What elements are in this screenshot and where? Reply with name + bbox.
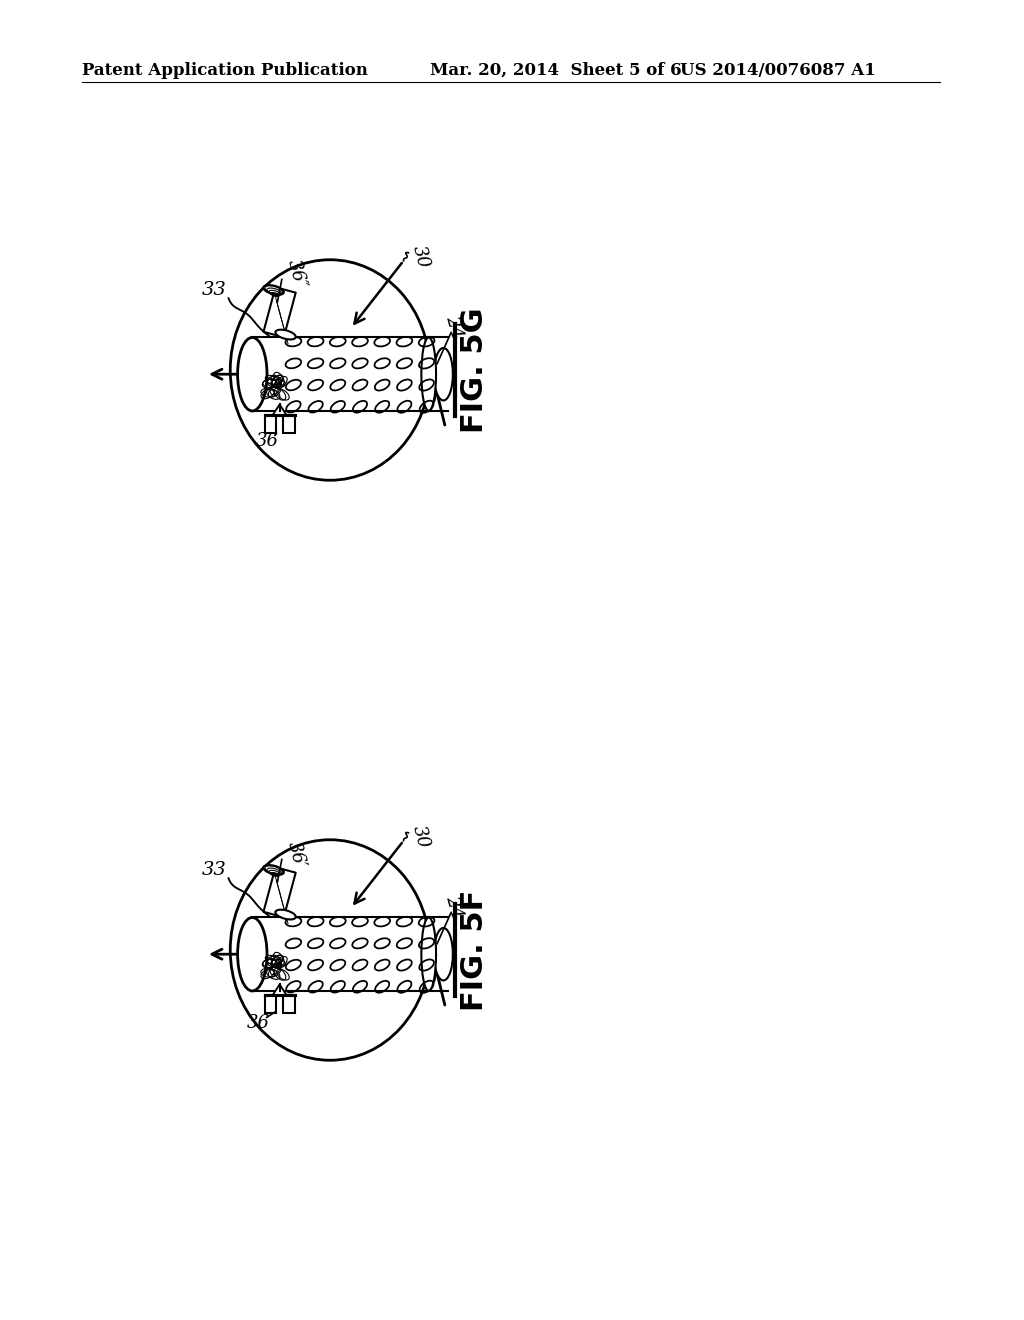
Text: 36: 36 xyxy=(256,433,279,450)
Text: 36: 36 xyxy=(247,1015,270,1032)
Text: 24: 24 xyxy=(442,894,466,920)
Text: US 2014/0076087 A1: US 2014/0076087 A1 xyxy=(680,62,876,79)
Polygon shape xyxy=(272,985,287,995)
Text: 24: 24 xyxy=(442,314,466,341)
Ellipse shape xyxy=(275,330,296,339)
Text: 30: 30 xyxy=(409,824,432,850)
Ellipse shape xyxy=(263,865,284,875)
Bar xyxy=(264,416,276,433)
Text: 33: 33 xyxy=(202,861,227,879)
Ellipse shape xyxy=(238,338,267,411)
Ellipse shape xyxy=(275,909,296,920)
Polygon shape xyxy=(263,867,296,917)
Text: 36″: 36″ xyxy=(284,257,309,292)
Ellipse shape xyxy=(434,348,453,400)
Polygon shape xyxy=(263,288,296,338)
Bar xyxy=(283,416,295,433)
Ellipse shape xyxy=(421,917,436,991)
Text: Patent Application Publication: Patent Application Publication xyxy=(82,62,368,79)
Text: FIG. 5G: FIG. 5G xyxy=(460,308,489,433)
Text: 36′: 36′ xyxy=(284,840,308,870)
Text: 33: 33 xyxy=(202,281,227,300)
Text: Mar. 20, 2014  Sheet 5 of 6: Mar. 20, 2014 Sheet 5 of 6 xyxy=(430,62,682,79)
Text: 30: 30 xyxy=(409,243,432,271)
Ellipse shape xyxy=(421,338,436,411)
Ellipse shape xyxy=(263,285,284,294)
Text: FIG. 5F: FIG. 5F xyxy=(460,890,489,1011)
Bar xyxy=(283,995,295,1012)
Ellipse shape xyxy=(434,928,453,981)
Bar xyxy=(264,995,276,1012)
Polygon shape xyxy=(272,404,287,416)
Ellipse shape xyxy=(238,917,267,991)
